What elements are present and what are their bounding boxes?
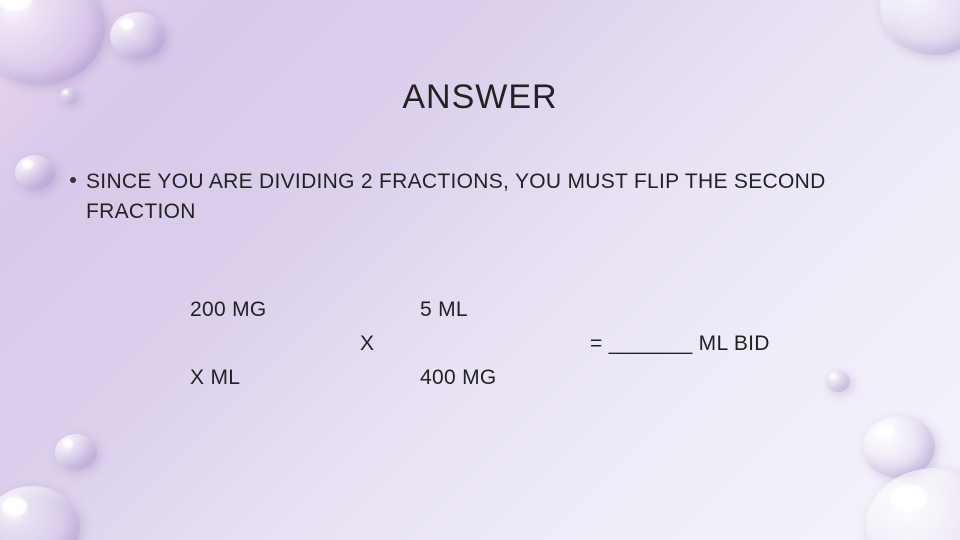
fraction2-numerator: 5 ML (420, 298, 590, 322)
equation-row-mid: X = _______ ML BID (190, 332, 890, 366)
bullet-item: SINCE YOU ARE DIVIDING 2 FRACTIONS, YOU … (70, 167, 890, 228)
bullet-text: SINCE YOU ARE DIVIDING 2 FRACTIONS, YOU … (86, 167, 890, 228)
fraction2-denominator: 400 MG (420, 366, 590, 390)
equation-result: = _______ ML BID (590, 332, 770, 356)
bullet-dot-icon (70, 177, 76, 183)
equation-row-bottom: X ML 400 MG (190, 366, 890, 400)
slide-body: SINCE YOU ARE DIVIDING 2 FRACTIONS, YOU … (0, 117, 960, 400)
fraction1-denominator: X ML (190, 366, 360, 390)
fraction1-numerator: 200 MG (190, 298, 360, 322)
equation-block: 200 MG 5 ML X = _______ ML BID X ML 400 … (70, 228, 890, 400)
slide-title: ANSWER (0, 0, 960, 117)
slide: ANSWER SINCE YOU ARE DIVIDING 2 FRACTION… (0, 0, 960, 540)
equation-row-top: 200 MG 5 ML (190, 298, 890, 332)
multiply-operator: X (360, 332, 420, 356)
